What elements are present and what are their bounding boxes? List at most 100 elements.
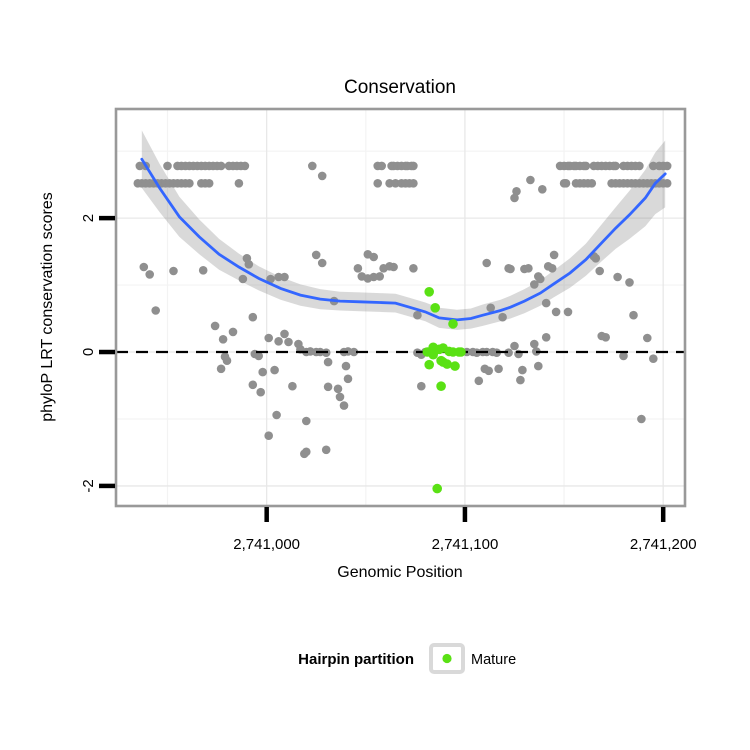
- data-point: [486, 303, 496, 313]
- data-point: [234, 179, 244, 188]
- data-point: [317, 258, 327, 268]
- data-point: [228, 327, 238, 337]
- data-point: [333, 384, 343, 394]
- data-point: [256, 387, 266, 397]
- data-point: [369, 252, 379, 262]
- panel: [114, 107, 687, 508]
- data-point: [272, 410, 281, 420]
- y-axis-title: phyloP LRT conservation scores: [39, 192, 56, 421]
- data-point: [504, 348, 513, 358]
- data-point: [321, 445, 331, 455]
- data-point: [169, 266, 178, 276]
- data-point: [270, 365, 279, 375]
- panel-border: [114, 107, 687, 508]
- data-point: [498, 312, 507, 322]
- mature-point: [450, 361, 460, 371]
- data-point: [308, 161, 317, 171]
- data-point: [536, 274, 545, 284]
- x-tick-label: 2,741,000: [233, 536, 300, 553]
- data-point: [595, 266, 604, 276]
- data-point: [353, 264, 363, 273]
- data-point: [611, 161, 620, 171]
- x-axis-title: Genomic Position: [337, 564, 462, 581]
- data-point: [248, 380, 258, 390]
- data-point: [317, 171, 327, 181]
- data-point: [216, 364, 226, 374]
- data-point: [284, 337, 293, 347]
- smooth-line: [140, 157, 667, 322]
- data-point: [601, 333, 610, 342]
- data-point: [339, 401, 349, 410]
- data-point: [512, 187, 521, 196]
- data-point: [474, 376, 484, 386]
- data-point: [541, 298, 551, 308]
- mature-points-layer: [422, 287, 466, 494]
- data-point: [506, 264, 515, 274]
- data-point: [375, 272, 385, 281]
- data-point: [530, 339, 539, 349]
- mature-point: [430, 303, 441, 313]
- data-point: [619, 351, 628, 361]
- data-point: [135, 161, 145, 171]
- data-point: [591, 253, 601, 263]
- data-point: [274, 272, 283, 282]
- data-point: [218, 335, 228, 344]
- plot-title: Conservation: [344, 77, 456, 98]
- data-point: [526, 175, 535, 185]
- data-point: [541, 333, 551, 342]
- data-point: [264, 333, 274, 343]
- data-point: [335, 392, 345, 402]
- data-point: [323, 382, 333, 392]
- data-point: [643, 333, 652, 343]
- data-point: [649, 161, 658, 171]
- data-point: [222, 356, 232, 366]
- data-point: [563, 307, 573, 317]
- mature-point: [456, 347, 466, 357]
- panel-background: [116, 109, 685, 506]
- data-point: [662, 179, 672, 188]
- data-point: [139, 262, 149, 272]
- data-point: [377, 161, 387, 171]
- legend-item-label: Mature: [471, 652, 516, 668]
- mature-point: [442, 359, 452, 369]
- data-point: [417, 381, 426, 391]
- x-axis-ticks: 2,741,000 2,741,100 2,741,200: [233, 507, 697, 553]
- data-point: [649, 354, 658, 364]
- data-point: [518, 365, 527, 375]
- mature-point: [424, 359, 435, 370]
- data-point: [185, 179, 194, 188]
- mature-point: [448, 319, 458, 329]
- mature-point: [432, 483, 443, 494]
- data-point: [637, 414, 646, 424]
- data-point: [547, 264, 557, 273]
- data-point: [288, 381, 297, 391]
- data-point: [349, 347, 359, 357]
- data-point: [587, 179, 597, 188]
- data-point: [323, 357, 333, 367]
- x-axis: 2,741,000 2,741,100 2,741,200 Genomic Posi…: [233, 507, 697, 581]
- data-point: [530, 280, 539, 289]
- y-tick-label: -2: [80, 479, 97, 492]
- data-point: [662, 161, 672, 171]
- data-point: [484, 366, 494, 376]
- data-point: [266, 274, 275, 284]
- mature-point: [424, 287, 435, 297]
- data-point: [635, 161, 644, 171]
- data-point: [204, 179, 214, 188]
- legend: Hairpin partition Mature: [298, 643, 516, 674]
- data-point: [240, 161, 250, 171]
- data-point: [151, 306, 160, 315]
- gridlines-minor: [116, 109, 685, 506]
- y-axis: 2 0 -2 phyloP LRT conservation scores: [39, 192, 115, 493]
- data-point: [413, 310, 422, 320]
- legend-title: Hairpin partition: [298, 651, 414, 668]
- data-point: [510, 341, 519, 351]
- data-point: [516, 375, 525, 385]
- data-point: [280, 329, 289, 339]
- data-point: [482, 258, 492, 268]
- data-point: [551, 307, 561, 317]
- data-point: [343, 374, 353, 384]
- data-point: [145, 270, 154, 279]
